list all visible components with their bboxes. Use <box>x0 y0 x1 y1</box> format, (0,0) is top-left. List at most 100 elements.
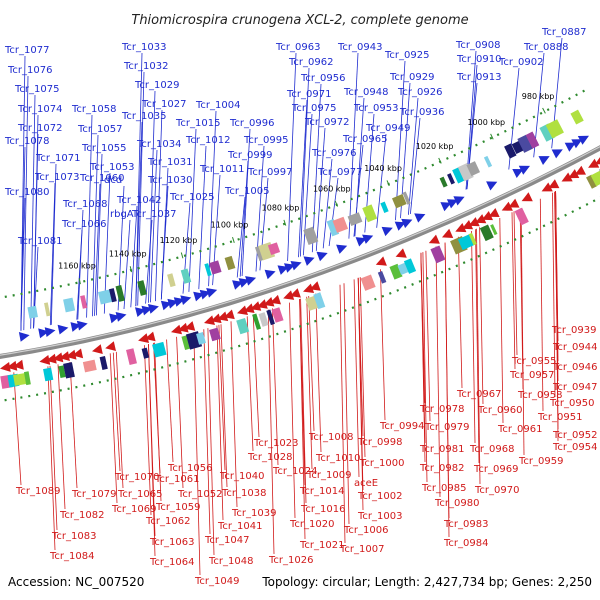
forward-leader-line <box>188 128 197 292</box>
reverse-gene-arrow <box>428 234 440 244</box>
reverse-gene-arrow <box>594 157 600 165</box>
reverse-gene-arrow <box>508 198 520 208</box>
feature-block <box>360 274 376 291</box>
forward-gene-label: Tcr_0972 <box>304 117 349 128</box>
reverse-gene-label: Tcr_0954 <box>552 442 597 453</box>
forward-leader-line <box>77 209 84 320</box>
forward-leader-line <box>123 219 131 310</box>
feature-block <box>254 245 264 262</box>
reverse-gene-arrow <box>468 217 480 227</box>
forward-gene-label: Tcr_0908 <box>455 40 500 51</box>
reverse-gene-arrow <box>105 341 116 351</box>
forward-gene-label: Tcr_1055 <box>81 143 126 154</box>
feature-block <box>586 174 598 189</box>
reverse-leader-line <box>47 366 56 551</box>
reverse-gene-label: Tcr_1083 <box>51 531 96 542</box>
feature-block <box>258 312 269 327</box>
reverse-gene-arrow <box>263 297 275 307</box>
reverse-leader-line <box>520 207 525 456</box>
reverse-gene-arrow <box>561 172 573 182</box>
feature-block <box>126 348 137 365</box>
forward-leader-line <box>322 158 333 249</box>
reverse-gene-label: aceE <box>354 478 378 489</box>
reverse-gene-label: Tcr_0955 <box>511 356 556 367</box>
reverse-gene-arrow <box>217 311 229 322</box>
forward-gene-label: Tcr_1060 <box>79 173 124 184</box>
reverse-gene-label: Tcr_0968 <box>469 444 514 455</box>
label-leader-lines <box>13 37 563 576</box>
feature-block <box>196 332 206 345</box>
reverse-gene-label: Tcr_1038 <box>221 488 266 499</box>
reverse-leader-line <box>252 314 260 438</box>
reverse-gene-arrow <box>65 349 77 360</box>
forward-gene-label: Tcr_1011 <box>199 164 244 175</box>
forward-gene-label: Tcr_1074 <box>17 104 62 115</box>
reverse-gene-arrow <box>210 313 222 324</box>
genome-backbone-highlight <box>0 145 600 356</box>
reverse-leader-line <box>539 198 544 412</box>
reverse-leader-line <box>220 324 228 488</box>
reverse-gene-label: Tcr_0970 <box>474 485 519 496</box>
feature-block <box>447 173 455 185</box>
forward-leader-line <box>23 75 29 331</box>
reverse-gene-arrow <box>204 315 215 325</box>
reverse-gene-arrow <box>283 290 295 300</box>
reverse-gene-arrow <box>177 322 189 333</box>
feature-block <box>590 169 600 187</box>
reverse-gene-label: Tcr_0958 <box>517 390 562 401</box>
reverse-gene-label: Tcr_1059 <box>155 502 200 513</box>
genome-backbone <box>0 145 600 359</box>
reverse-leader-line <box>230 321 238 508</box>
reverse-leader-line <box>13 372 22 486</box>
forward-gene-arrow <box>362 234 374 244</box>
gene-feature-tracks <box>0 109 600 389</box>
forward-gene-label: Tcr_0977 <box>317 167 362 178</box>
forward-gene-arrow <box>57 324 69 335</box>
feature-block <box>167 273 176 288</box>
forward-gene-label: Tcr_1025 <box>169 192 214 203</box>
feature-block <box>82 359 97 373</box>
forward-gene-label: Tcr_1053 <box>89 162 134 173</box>
reverse-gene-arrow <box>303 283 315 293</box>
feature-block <box>457 234 474 251</box>
reverse-gene-arrow <box>521 192 533 202</box>
reverse-leader-line <box>315 293 322 453</box>
forward-gene-label: Tcr_0962 <box>288 57 333 68</box>
reverse-leader-line <box>69 361 78 489</box>
reverse-leader-line <box>154 342 162 502</box>
feature-block <box>13 372 28 386</box>
forward-leader-line <box>130 205 138 308</box>
forward-gene-label: Tcr_1012 <box>185 135 230 146</box>
reverse-leader-line <box>300 298 307 504</box>
forward-gene-label: Tcr_0965 <box>342 134 387 145</box>
feature-block <box>430 245 446 264</box>
reverse-gene-label: Tcr_0980 <box>434 498 479 509</box>
reverse-gene-label: Tcr_0969 <box>473 464 518 475</box>
reverse-gene-label: Tcr_0951 <box>537 412 582 423</box>
reverse-gene-label: Tcr_1084 <box>49 551 94 562</box>
forward-gene-label: Tcr_0929 <box>389 72 434 83</box>
feature-block <box>403 258 417 274</box>
reverse-gene-label: Tcr_1089 <box>15 486 60 497</box>
reverse-gene-arrow <box>138 333 149 343</box>
kbp-tick-labels: 980 kbp 1000 kbp 1020 kbp 1040 kbp 1060 kbp 1… <box>58 92 554 285</box>
forward-gene-label: Tcr_1031 <box>147 157 192 168</box>
forward-gene-label: Tcr_1029 <box>134 80 179 91</box>
reverse-gene-label: Tcr_0950 <box>549 398 594 409</box>
reverse-gene-label: Tcr_1040 <box>219 471 264 482</box>
reverse-leader-line <box>552 192 556 398</box>
reverse-gene-label: Tcr_1002 <box>357 491 402 502</box>
reverse-gene-label: Tcr_0961 <box>497 424 542 435</box>
forward-gene-label: Tcr_1058 <box>71 104 116 115</box>
reverse-leader-line <box>511 212 516 370</box>
forward-leader-line <box>298 99 308 258</box>
forward-gene-label: Tcr_0913 <box>456 72 501 83</box>
reverse-gene-arrow <box>455 223 467 233</box>
feature-block <box>332 216 349 233</box>
reverse-gene-label: Tcr_1023 <box>253 438 298 449</box>
genome-summary-text: Topology: circular; Length: 2,427,734 bp… <box>261 575 592 589</box>
reverse-leader-line <box>166 339 174 463</box>
forward-leader-line <box>315 127 326 251</box>
forward-leader-line <box>148 90 156 303</box>
forward-leader-line <box>94 183 101 316</box>
